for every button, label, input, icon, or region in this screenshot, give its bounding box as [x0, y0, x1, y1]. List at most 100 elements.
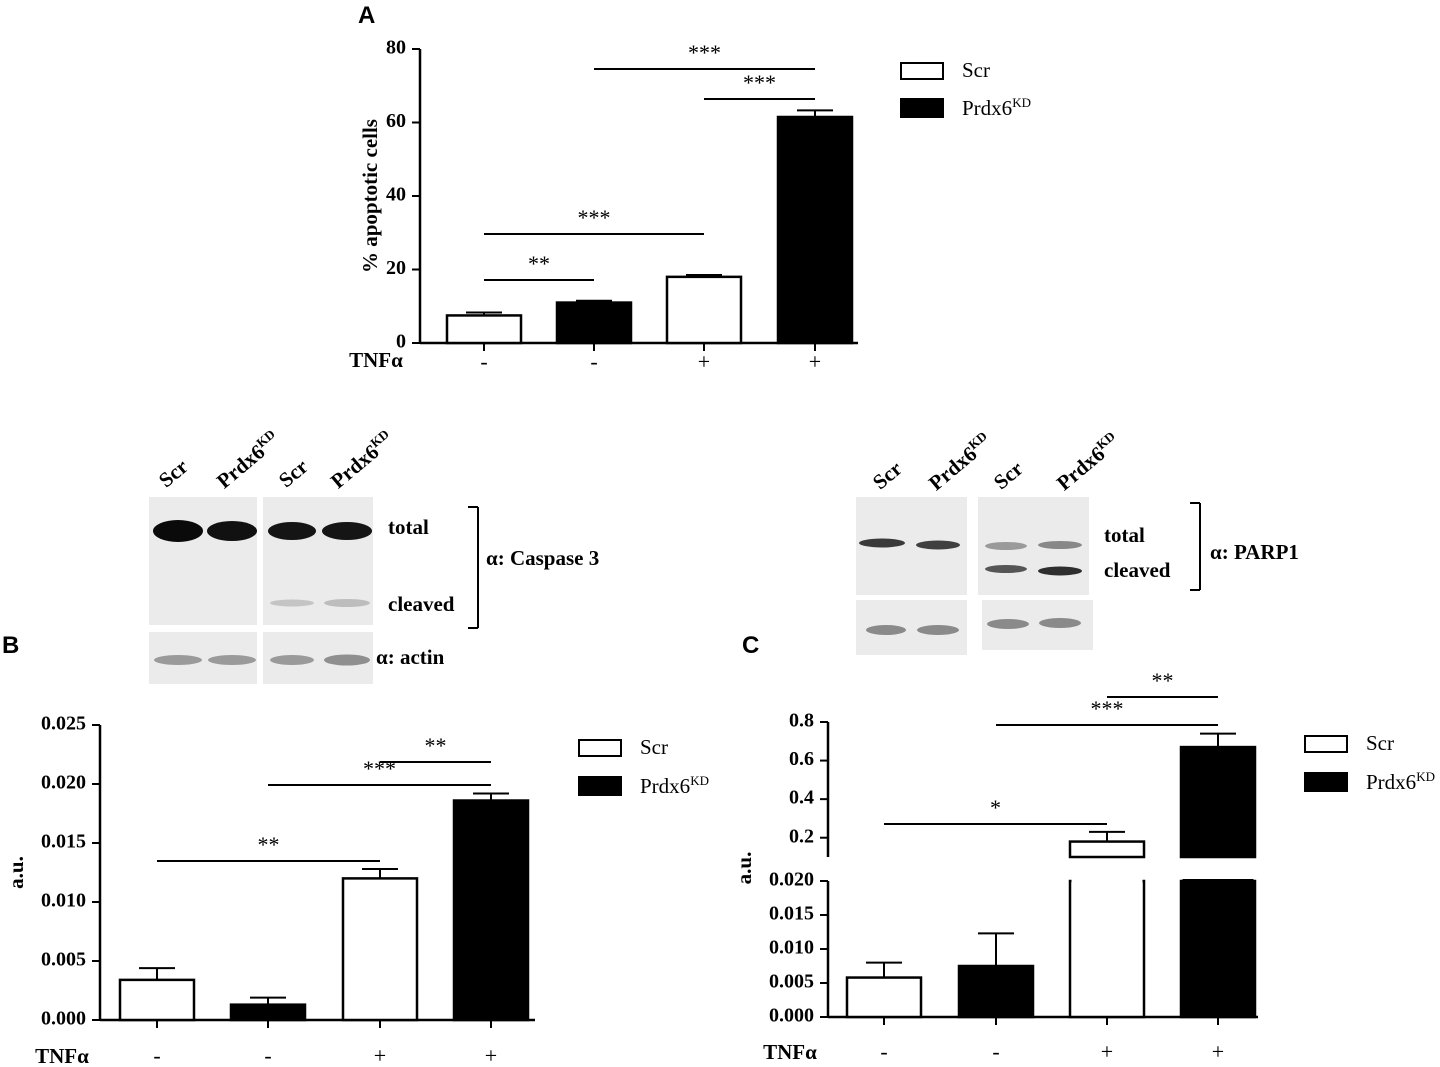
blot-b-antibody-label: α: Caspase 3: [486, 546, 600, 570]
significance-label-c: *: [990, 795, 1001, 820]
legend-swatch-kd: [900, 98, 944, 118]
band-caspase-total: [207, 521, 257, 541]
band-caspase-cleaved: [270, 599, 314, 607]
band-caspase-total: [153, 520, 203, 542]
y-tick-label-a: 40: [386, 184, 406, 206]
panel-letter-b: B: [2, 632, 20, 659]
band-parp-total: [1038, 541, 1082, 549]
treatment-sign-b: -: [264, 1043, 271, 1067]
legend-label-scr: Scr: [962, 58, 990, 82]
y-tick-label-a: 60: [386, 110, 406, 132]
band-actin: [270, 655, 314, 665]
band-parp-loading: [866, 625, 906, 635]
legend-swatch-kd: [1304, 772, 1348, 792]
treatment-sign-c: -: [992, 1039, 999, 1064]
y-axis-label-c: a.u.: [732, 852, 756, 885]
band-parp-loading: [987, 619, 1029, 629]
band-caspase-total: [268, 522, 316, 540]
y-tick-label-b: 0.015: [41, 831, 86, 853]
band-actin: [154, 655, 202, 665]
blot-b-cleaved-label: cleaved: [388, 592, 455, 616]
significance-label-b: **: [425, 733, 447, 758]
legend-label-kd: Prdx6KD: [962, 95, 1031, 120]
band-actin: [208, 655, 256, 665]
y-tick-label-c: 0.015: [769, 903, 814, 925]
y-tick-label-c: 0.020: [769, 869, 814, 891]
bar-c-break-mask: [1071, 879, 1143, 883]
significance-label-a: ***: [743, 70, 776, 95]
y-tick-label-b: 0.005: [41, 949, 86, 971]
legend-a-kd: Prdx6KD: [900, 95, 1031, 121]
blot-c-antibody-label: α: PARP1: [1210, 540, 1299, 564]
y-axis-label-a: % apoptotic cells: [358, 119, 382, 273]
band-parp-loading: [917, 625, 959, 635]
bar-b-1: [118, 978, 196, 1022]
bar-c-break-mask: [1182, 879, 1254, 883]
bar-a-1: [445, 314, 523, 345]
y-tick-label-c: 0.2: [789, 825, 814, 847]
bar-a-4: [776, 115, 854, 345]
y-tick-label-a: 20: [386, 257, 406, 279]
treatment-sign-c: +: [1212, 1039, 1224, 1064]
legend-swatch-scr: [1304, 734, 1348, 753]
bar-b-4: [452, 799, 530, 1022]
treatment-sign-c: +: [1101, 1039, 1113, 1064]
treatment-sign-c: -: [880, 1039, 887, 1064]
bar-a-3: [665, 275, 743, 345]
y-tick-label-a: 80: [386, 37, 406, 59]
y-tick-label-b: 0.000: [41, 1008, 86, 1030]
legend-swatch-scr: [578, 738, 622, 757]
significance-label-a: ***: [688, 40, 721, 65]
band-parp-cleaved: [1038, 566, 1082, 576]
band-parp-total: [859, 538, 905, 548]
significance-label-c: **: [1152, 668, 1174, 693]
treatment-sign-a: +: [698, 349, 710, 374]
y-axis-label-b: a.u.: [4, 856, 28, 889]
legend-c-kd: Prdx6KD: [1304, 769, 1435, 795]
legend-c-scr: Scr: [1304, 731, 1394, 756]
legend-label-scr: Scr: [1366, 731, 1394, 755]
treatment-sign-b: -: [153, 1043, 160, 1067]
y-tick-label-c: 0.4: [789, 787, 814, 809]
legend-swatch-kd: [578, 776, 622, 796]
y-tick-label-b: 0.020: [41, 772, 86, 794]
treatment-sign-a: -: [480, 349, 487, 374]
band-parp-cleaved: [985, 565, 1027, 573]
bar-a-2: [555, 301, 633, 345]
legend-label-scr: Scr: [640, 735, 668, 759]
y-tick-label-b: 0.010: [41, 890, 86, 912]
y-tick-label-c: 0.010: [769, 937, 814, 959]
treatment-sign-b: +: [374, 1043, 386, 1067]
significance-label-a: **: [528, 251, 550, 276]
legend-label-kd: Prdx6KD: [640, 773, 709, 798]
blot-c-cleaved-label: cleaved: [1104, 558, 1171, 582]
blot-b-total-label: total: [388, 515, 429, 539]
y-tick-label-a: 0: [396, 331, 406, 353]
y-tick-label-c: 0.6: [789, 748, 814, 770]
band-parp-total: [916, 540, 960, 550]
band-caspase-cleaved: [324, 599, 370, 607]
y-tick-label-c: 0.8: [789, 710, 814, 732]
significance-label-a: ***: [578, 205, 611, 230]
significance-label-b: **: [258, 832, 280, 857]
y-tick-label-b: 0.025: [41, 713, 86, 735]
blot-c-total-label: total: [1104, 523, 1145, 547]
legend-b-kd: Prdx6KD: [578, 773, 709, 799]
legend-b-scr: Scr: [578, 735, 668, 760]
treatment-sign-b: +: [485, 1043, 497, 1067]
blot-b-caspase-left: [149, 497, 257, 625]
bar-c-4-upper: [1179, 745, 1257, 859]
treatment-sign-a: +: [809, 349, 821, 374]
legend-label-kd: Prdx6KD: [1366, 769, 1435, 794]
y-tick-label-c: 0.005: [769, 971, 814, 993]
band-caspase-total: [322, 522, 372, 540]
tnf-label-b: TNFα: [35, 1044, 89, 1067]
significance-label-b: ***: [363, 756, 396, 781]
bar-c-1: [845, 976, 923, 1019]
tnf-label-a: TNFα: [349, 348, 403, 372]
band-parp-loading: [1039, 618, 1081, 628]
legend-a-scr: Scr: [900, 58, 990, 83]
panel-letter-a: A: [358, 2, 376, 29]
treatment-sign-a: -: [590, 349, 597, 374]
